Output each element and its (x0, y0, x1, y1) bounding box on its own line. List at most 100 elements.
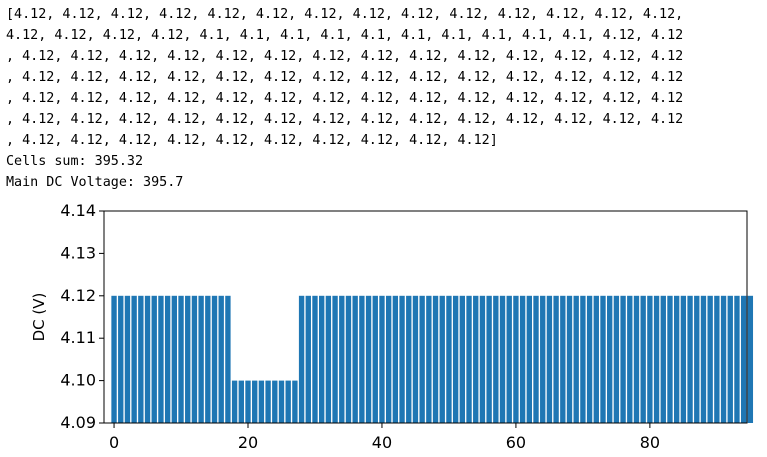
bar (118, 295, 124, 423)
bar (740, 295, 747, 423)
x-tick-label: 0 (109, 433, 119, 452)
cell-list-line: 4.12, 4.12, 4.12, 4.12, 4.1, 4.1, 4.1, 4… (6, 28, 684, 43)
bar (339, 295, 345, 423)
bar (653, 295, 660, 423)
cell-list-line: , 4.12, 4.12, 4.12, 4.12, 4.12, 4.12, 4.… (6, 49, 684, 64)
bar (198, 295, 204, 423)
bar (225, 295, 231, 423)
bar (647, 295, 653, 423)
bar (586, 295, 593, 423)
bar (439, 295, 445, 423)
bar (385, 295, 392, 423)
bar (272, 380, 278, 423)
bar (627, 295, 633, 423)
bar (486, 295, 492, 423)
bar (191, 295, 198, 423)
bars-group (111, 295, 754, 423)
bar (546, 295, 553, 423)
bar (258, 380, 265, 423)
y-tick-label: 4.09 (60, 413, 96, 432)
bar (506, 295, 512, 423)
bar (720, 295, 727, 423)
bar (178, 295, 184, 423)
bar (111, 295, 117, 423)
bar (600, 295, 606, 423)
bar (158, 295, 164, 423)
bar (352, 295, 358, 423)
bar (164, 295, 171, 423)
x-tick-label: 20 (238, 433, 258, 452)
bar (292, 380, 298, 423)
cell-list-line: , 4.12, 4.12, 4.12, 4.12, 4.12, 4.12, 4.… (6, 70, 684, 85)
bar (640, 295, 646, 423)
bar (399, 295, 405, 423)
x-axis-ticks: 0 20 40 60 80 (109, 423, 660, 452)
bar (238, 380, 244, 423)
bar (526, 295, 532, 423)
cell-list-line: , 4.12, 4.12, 4.12, 4.12, 4.12, 4.12, 4.… (6, 91, 684, 106)
bar (392, 295, 399, 423)
bar (566, 295, 573, 423)
console-output: [4.12, 4.12, 4.12, 4.12, 4.12, 4.12, 4.1… (6, 4, 683, 193)
bar (305, 295, 311, 423)
bar (714, 295, 720, 423)
bar (620, 295, 626, 423)
bar (151, 295, 157, 423)
plot-frame (103, 210, 748, 424)
x-tick-label: 80 (640, 433, 660, 452)
bar (452, 295, 459, 423)
bar (466, 295, 472, 423)
bar (372, 295, 378, 423)
bar (379, 295, 385, 423)
bar (345, 295, 352, 423)
bar (540, 295, 546, 423)
x-tick-label: 60 (506, 433, 526, 452)
bar (419, 295, 425, 423)
bar (560, 295, 566, 423)
bar (727, 295, 733, 423)
bar (205, 295, 211, 423)
bar (298, 295, 305, 423)
bar (406, 295, 412, 423)
y-axis-label: DC (V) (30, 293, 48, 342)
bar (734, 295, 740, 423)
bar (265, 380, 271, 423)
bar (359, 295, 365, 423)
bar (473, 295, 479, 423)
bar (573, 295, 579, 423)
bar (613, 295, 620, 423)
bar (312, 295, 318, 423)
bar (747, 295, 754, 423)
bar (519, 295, 526, 423)
bar (707, 295, 713, 423)
bar (218, 295, 224, 423)
bar (459, 295, 466, 423)
bar (252, 380, 258, 423)
y-tick-label: 4.14 (60, 201, 96, 220)
bar (245, 380, 251, 423)
bar (593, 295, 599, 423)
bar (285, 380, 291, 423)
bar (131, 295, 137, 423)
bar (667, 295, 673, 423)
bar (694, 295, 700, 423)
bar (144, 295, 151, 423)
bar (607, 295, 613, 423)
bar (185, 295, 191, 423)
bar (124, 295, 131, 423)
bar (278, 380, 285, 423)
bar (493, 295, 499, 423)
bar (533, 295, 539, 423)
bar (633, 295, 640, 423)
bar (211, 295, 218, 423)
bar (513, 295, 519, 423)
bar (412, 295, 419, 423)
cell-list-line: , 4.12, 4.12, 4.12, 4.12, 4.12, 4.12, 4.… (6, 112, 684, 127)
bar (138, 295, 144, 423)
bar (700, 295, 707, 423)
bar (171, 295, 178, 423)
bar (319, 295, 325, 423)
bar (231, 380, 238, 423)
y-axis-ticks: 4.09 4.10 4.11 4.12 4.13 4.14 (60, 201, 104, 432)
